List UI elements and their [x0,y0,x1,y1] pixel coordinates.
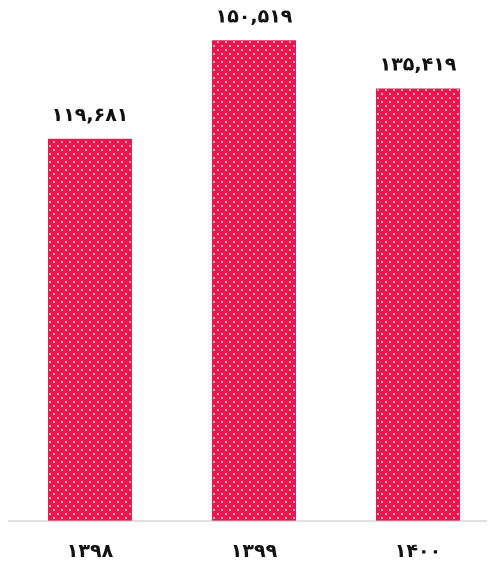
value-label-2: ۱۳۵,۴۱۹ [380,54,457,76]
value-label-0: ۱۱۹,۶۸۱ [52,104,129,126]
x-tick-label-2: ۱۴۰۰ [395,540,441,562]
x-tick-labels-group: ۱۳۹۸ ۱۳۹۹ ۱۴۰۰ [67,540,441,562]
bar-1 [212,40,296,521]
bar-2 [376,89,460,521]
x-tick-label-0: ۱۳۹۸ [67,540,114,562]
value-label-1: ۱۵۰,۵۱۹ [216,5,293,27]
x-tick-label-1: ۱۳۹۹ [231,540,278,562]
bar-0 [48,139,132,521]
